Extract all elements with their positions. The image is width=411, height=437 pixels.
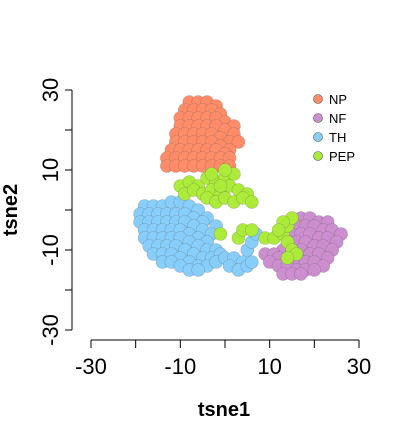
legend-swatch xyxy=(313,113,323,123)
x-axis: -30 -10 10 30 xyxy=(75,339,371,379)
y-tick-label: -10 xyxy=(38,234,63,266)
x-tick-label: -30 xyxy=(75,354,107,379)
x-tick-label: 10 xyxy=(257,354,281,379)
series-nf xyxy=(258,211,348,281)
legend: NP NF TH PEP xyxy=(313,92,355,164)
data-point xyxy=(280,251,295,265)
data-point xyxy=(245,195,259,209)
legend-item-pep: PEP xyxy=(313,149,355,164)
data-point xyxy=(271,223,286,237)
legend-label: PEP xyxy=(329,149,355,164)
y-axis: -30 -10 10 30 xyxy=(38,78,73,346)
y-axis-title: tsne2 xyxy=(0,184,22,236)
data-point xyxy=(204,167,219,181)
x-tick-label: 30 xyxy=(347,354,371,379)
legend-label: TH xyxy=(329,130,346,145)
x-axis-title: tsne1 xyxy=(198,399,250,421)
data-point xyxy=(307,263,322,277)
y-tick-label: 30 xyxy=(38,78,63,102)
series-th xyxy=(133,195,264,277)
legend-swatch xyxy=(313,94,323,104)
x-tick-label: -10 xyxy=(164,354,196,379)
data-point xyxy=(218,163,232,177)
data-point xyxy=(213,227,228,241)
data-points xyxy=(133,95,348,281)
data-point xyxy=(191,263,205,277)
legend-swatch xyxy=(313,132,323,142)
legend-swatch xyxy=(313,151,323,161)
series-pep xyxy=(173,163,304,265)
legend-label: NF xyxy=(329,111,346,126)
data-point xyxy=(231,135,246,149)
legend-item-np: NP xyxy=(313,92,347,107)
y-tick-label: 10 xyxy=(38,158,63,182)
data-point xyxy=(245,255,259,269)
data-point xyxy=(245,223,259,237)
legend-label: NP xyxy=(329,92,347,107)
series-np xyxy=(160,95,246,173)
legend-item-th: TH xyxy=(313,130,346,145)
legend-item-nf: NF xyxy=(313,111,346,126)
y-tick-label: -30 xyxy=(38,314,63,346)
data-point xyxy=(213,179,228,193)
data-point xyxy=(294,267,308,281)
